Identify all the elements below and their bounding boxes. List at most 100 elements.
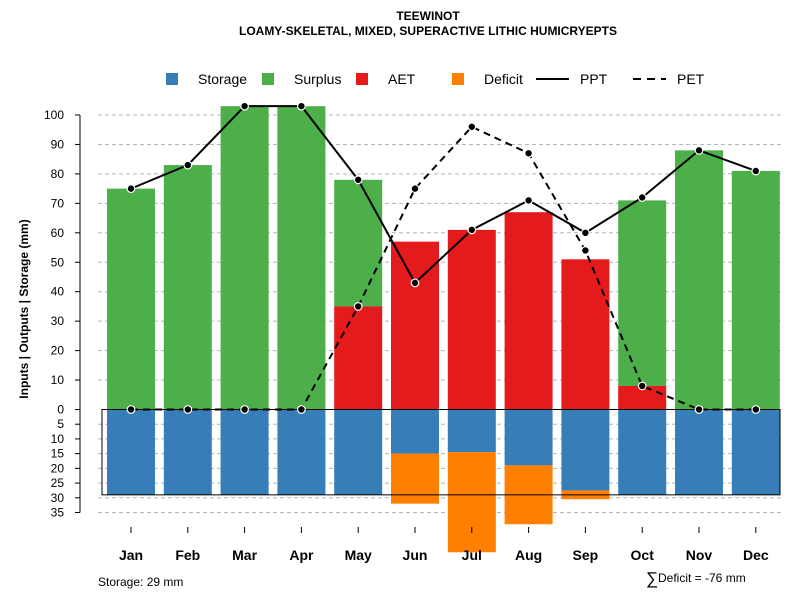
- ppt-point-feb: [183, 160, 193, 170]
- x-tick-label-apr: Apr: [289, 547, 314, 563]
- y-axis-label: Inputs | Outputs | Storage (mm): [17, 219, 31, 398]
- legend-swatch-aet: [356, 73, 368, 85]
- ppt-point-apr: [297, 101, 306, 111]
- y-tick-label-lower-20: 20: [51, 461, 65, 475]
- surplus-bar-oct: [618, 200, 667, 386]
- legend-swatch-deficit: [452, 73, 464, 85]
- x-tick-label-oct: Oct: [631, 547, 655, 563]
- storage-footer: Storage: 29 mm: [98, 575, 183, 589]
- x-tick-label-may: May: [345, 547, 372, 563]
- pet-point-feb: [183, 405, 193, 414]
- ppt-point-jun: [410, 278, 420, 288]
- x-tick-label-jul: Jul: [462, 547, 482, 563]
- x-tick-label-sep: Sep: [573, 547, 599, 563]
- ppt-point-sep: [581, 228, 590, 238]
- surplus-bar-feb: [163, 165, 212, 410]
- storage-bar-may: [334, 409, 383, 495]
- surplus-bar-apr: [277, 106, 326, 410]
- ppt-line: [130, 105, 757, 285]
- y-tick-label-upper-80: 80: [51, 167, 65, 181]
- aet-bar-may: [334, 306, 383, 410]
- pet-line: [131, 125, 756, 411]
- chart-title: TEEWINOT: [396, 9, 460, 23]
- ppt-point-nov: [694, 145, 704, 155]
- x-tick-label-dec: Dec: [743, 547, 769, 563]
- storage-bar-jul: [447, 409, 496, 453]
- y-tick-label-lower-35: 35: [51, 506, 65, 520]
- storage-bar-feb: [163, 409, 212, 495]
- legend-label-aet: AET: [388, 71, 416, 87]
- surplus-bar-nov: [675, 150, 723, 410]
- x-tick-label-aug: Aug: [515, 547, 542, 563]
- aet-bar-sep: [561, 259, 610, 410]
- surplus-bar-jan: [107, 188, 155, 410]
- storage-bar-nov: [675, 409, 723, 495]
- gridlines: [98, 114, 782, 513]
- pet-point-may: [353, 302, 363, 311]
- ppt-point-dec: [751, 166, 761, 176]
- ppt-point-jul: [467, 225, 477, 235]
- pet-point-sep: [581, 246, 590, 255]
- sigma-icon: ∑: [646, 569, 658, 588]
- storage-bar-dec: [731, 409, 780, 495]
- legend-label-ppt: PPT: [580, 71, 608, 87]
- pet-point-jul: [467, 122, 477, 132]
- surplus-bar-may: [334, 179, 383, 307]
- bars: [107, 106, 780, 553]
- legend-label-storage: Storage: [198, 71, 247, 87]
- aet-bar-jun: [391, 241, 439, 410]
- storage-bar-oct: [618, 409, 667, 495]
- y-tick-label-lower-25: 25: [51, 476, 65, 490]
- storage-bar-aug: [504, 409, 553, 466]
- ppt-point-jan: [126, 184, 136, 194]
- pet-point-apr: [297, 405, 306, 414]
- legend-label-deficit: Deficit: [484, 71, 523, 87]
- y-tick-label-upper-100: 100: [44, 108, 64, 122]
- x-tick-label-nov: Nov: [686, 547, 713, 563]
- x-tick-label-jun: Jun: [403, 547, 428, 563]
- pet-point-mar: [240, 405, 250, 414]
- surplus-bar-mar: [220, 106, 269, 410]
- pet-point-aug: [524, 148, 533, 158]
- x-tick-label-mar: Mar: [232, 547, 257, 563]
- legend-label-surplus: Surplus: [294, 71, 341, 87]
- legend-swatch-surplus: [262, 73, 274, 85]
- legend-label-pet: PET: [677, 71, 705, 87]
- y-tick-label-upper-90: 90: [51, 137, 65, 151]
- y-tick-label-upper-10: 10: [51, 373, 65, 387]
- y-tick-label-upper-50: 50: [51, 255, 65, 269]
- y-tick-label-upper-30: 30: [51, 314, 65, 328]
- storage-bar-apr: [277, 409, 326, 495]
- ppt-point-aug: [524, 196, 533, 205]
- aet-bar-oct: [618, 385, 667, 410]
- pet-point-oct: [637, 381, 647, 391]
- y-tick-label-upper-60: 60: [51, 226, 65, 240]
- legend-swatch-storage: [166, 73, 178, 85]
- y-tick-label-lower-15: 15: [51, 447, 65, 461]
- pet-point-dec: [751, 405, 761, 414]
- chart-subtitle: LOAMY-SKELETAL, MIXED, SUPERACTIVE LITHI…: [239, 24, 617, 38]
- storage-bar-mar: [220, 409, 269, 495]
- deficit-bar-jul: [447, 452, 496, 553]
- y-tick-label-upper-70: 70: [51, 196, 65, 210]
- ppt-point-may: [353, 175, 363, 185]
- storage-bar-jun: [391, 409, 439, 454]
- y-tick-label-lower-10: 10: [51, 432, 65, 446]
- x-tick-label-jan: Jan: [119, 547, 143, 563]
- y-tick-label-lower-5: 5: [57, 417, 64, 431]
- x-tick-label-feb: Feb: [175, 547, 200, 563]
- y-tick-label-lower-30: 30: [51, 491, 65, 505]
- aet-bar-jul: [447, 229, 496, 410]
- y-tick-label-upper-0: 0: [57, 403, 64, 417]
- pet-point-jun: [410, 184, 420, 194]
- y-tick-label-upper-40: 40: [51, 285, 65, 299]
- ppt-point-oct: [637, 193, 647, 202]
- lines: [126, 101, 761, 414]
- legend: Storage Surplus AET Deficit PPT PET: [166, 71, 705, 87]
- aet-bar-aug: [504, 212, 553, 410]
- y-tick-label-upper-20: 20: [51, 344, 65, 358]
- surplus-bar-dec: [731, 170, 780, 410]
- storage-bar-jan: [107, 409, 155, 495]
- ppt-point-mar: [240, 101, 250, 111]
